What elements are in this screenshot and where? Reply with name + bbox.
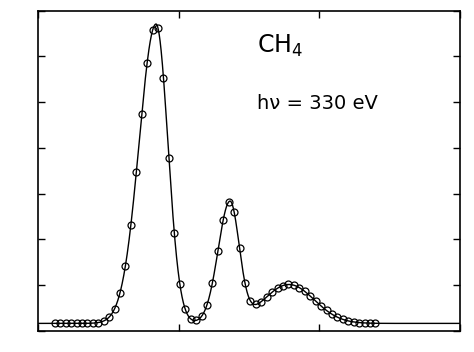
- Text: hν = 330 eV: hν = 330 eV: [257, 94, 378, 113]
- Text: CH$_4$: CH$_4$: [257, 33, 303, 59]
